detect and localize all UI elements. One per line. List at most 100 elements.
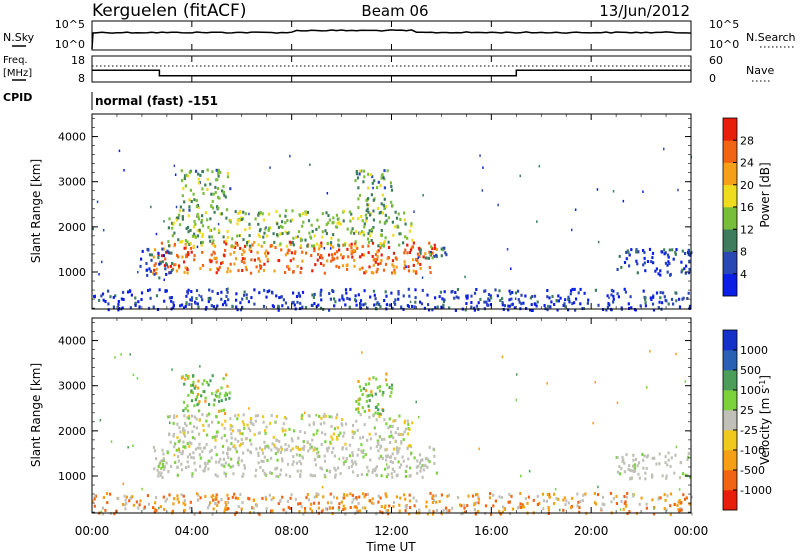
scatter-cell	[193, 232, 196, 236]
scatter-cell	[221, 423, 224, 427]
scatter-cell	[299, 447, 302, 451]
scatter-cell	[381, 393, 384, 397]
scatter-cell	[265, 425, 268, 429]
scatter-cell	[331, 451, 334, 454]
scatter-cell	[503, 304, 506, 308]
scatter-cell	[195, 169, 198, 173]
scatter-cell	[184, 184, 187, 188]
scatter-cell	[312, 448, 315, 452]
scatter-cell	[172, 432, 176, 436]
scatter-cell	[170, 221, 174, 225]
scatter-cell	[200, 241, 203, 245]
scatter-cell	[171, 226, 174, 230]
scatter-cell	[225, 439, 228, 443]
scatter-cell	[239, 442, 243, 446]
scatter-cell	[182, 208, 185, 212]
nave-tick-top: 60	[709, 54, 723, 67]
scatter-cell	[305, 211, 308, 214]
scatter-cell	[384, 213, 387, 217]
scatter-cell	[203, 466, 207, 470]
scatter-cell	[138, 305, 141, 309]
scatter-cell	[344, 512, 347, 516]
scatter-cell	[399, 496, 402, 500]
scatter-cell	[261, 448, 264, 452]
scatter-cell	[367, 382, 370, 386]
y-tick-label: 3000	[58, 380, 86, 393]
scatter-cell	[173, 416, 176, 419]
scatter-cell	[651, 302, 655, 306]
scatter-cell	[577, 291, 580, 295]
scatter-cell	[332, 432, 335, 436]
scatter-cell	[350, 252, 353, 256]
scatter-cell	[378, 456, 381, 460]
colorbar-tick-label: 100	[740, 384, 761, 397]
scatter-cell	[264, 431, 267, 435]
scatter-cell	[416, 252, 419, 256]
scatter-cell	[465, 294, 468, 298]
scatter-cell	[410, 222, 413, 226]
scatter-cell	[373, 303, 376, 307]
scatter-cell	[643, 250, 646, 254]
scatter-cell	[222, 191, 225, 195]
scatter-cell	[284, 442, 287, 446]
scatter-cell	[240, 218, 243, 221]
scatter-cell	[575, 297, 578, 301]
scatter-cell	[225, 294, 228, 298]
scatter-cell	[194, 447, 198, 451]
scatter-cell	[366, 473, 369, 477]
scatter-cell	[186, 271, 189, 275]
colorbar-swatch	[723, 410, 737, 431]
scatter-cell	[101, 506, 104, 510]
scatter-cell	[431, 251, 434, 255]
scatter-cell	[170, 268, 173, 272]
scatter-cell	[279, 242, 282, 246]
scatter-cell	[686, 297, 689, 300]
scatter-cell	[215, 390, 218, 394]
scatter-cell	[137, 270, 139, 274]
scatter-cell	[325, 232, 328, 236]
scatter-cell	[401, 432, 404, 436]
scatter-cell	[175, 269, 179, 273]
scatter-cell	[234, 496, 237, 500]
scatter-cell	[227, 446, 230, 450]
scatter-cell	[390, 472, 393, 476]
scatter-cell	[524, 497, 527, 501]
scatter-cell	[389, 441, 392, 444]
scatter-cell	[661, 301, 664, 305]
scatter-cell	[270, 456, 273, 460]
scatter-cell	[353, 264, 356, 268]
scatter-cell	[386, 455, 389, 459]
scatter-cell	[393, 268, 396, 272]
scatter-cell	[385, 463, 388, 466]
scatter-cell	[93, 495, 96, 499]
scatter-cell	[238, 218, 241, 222]
scatter-cell	[302, 512, 305, 516]
scatter-cell	[364, 302, 367, 306]
scatter-cell	[227, 507, 230, 511]
scatter-cell	[378, 211, 381, 215]
scatter-cell	[188, 302, 191, 306]
scatter-cell	[637, 250, 640, 254]
scatter-cell	[657, 272, 660, 276]
scatter-cell	[259, 265, 262, 268]
scatter-cell	[160, 254, 164, 258]
scatter-cell	[601, 495, 605, 499]
scatter-cell	[687, 248, 690, 252]
scatter-cell	[259, 227, 262, 231]
scatter-cell	[222, 377, 225, 381]
scatter-cell	[389, 303, 392, 307]
scatter-cell	[465, 302, 468, 305]
scatter-cell	[492, 504, 495, 508]
scatter-cell	[682, 472, 685, 476]
scatter-cell	[396, 224, 399, 228]
scatter-cell	[217, 206, 220, 210]
scatter-cell	[188, 242, 191, 246]
scatter-cell	[168, 244, 171, 248]
scatter-cell	[113, 512, 116, 516]
scatter-cell	[257, 213, 260, 217]
scatter-cell	[324, 229, 327, 233]
scatter-cell	[351, 500, 354, 504]
scatter-cell	[394, 271, 397, 275]
scatter-cell	[632, 453, 635, 457]
scatter-cell	[443, 298, 446, 302]
